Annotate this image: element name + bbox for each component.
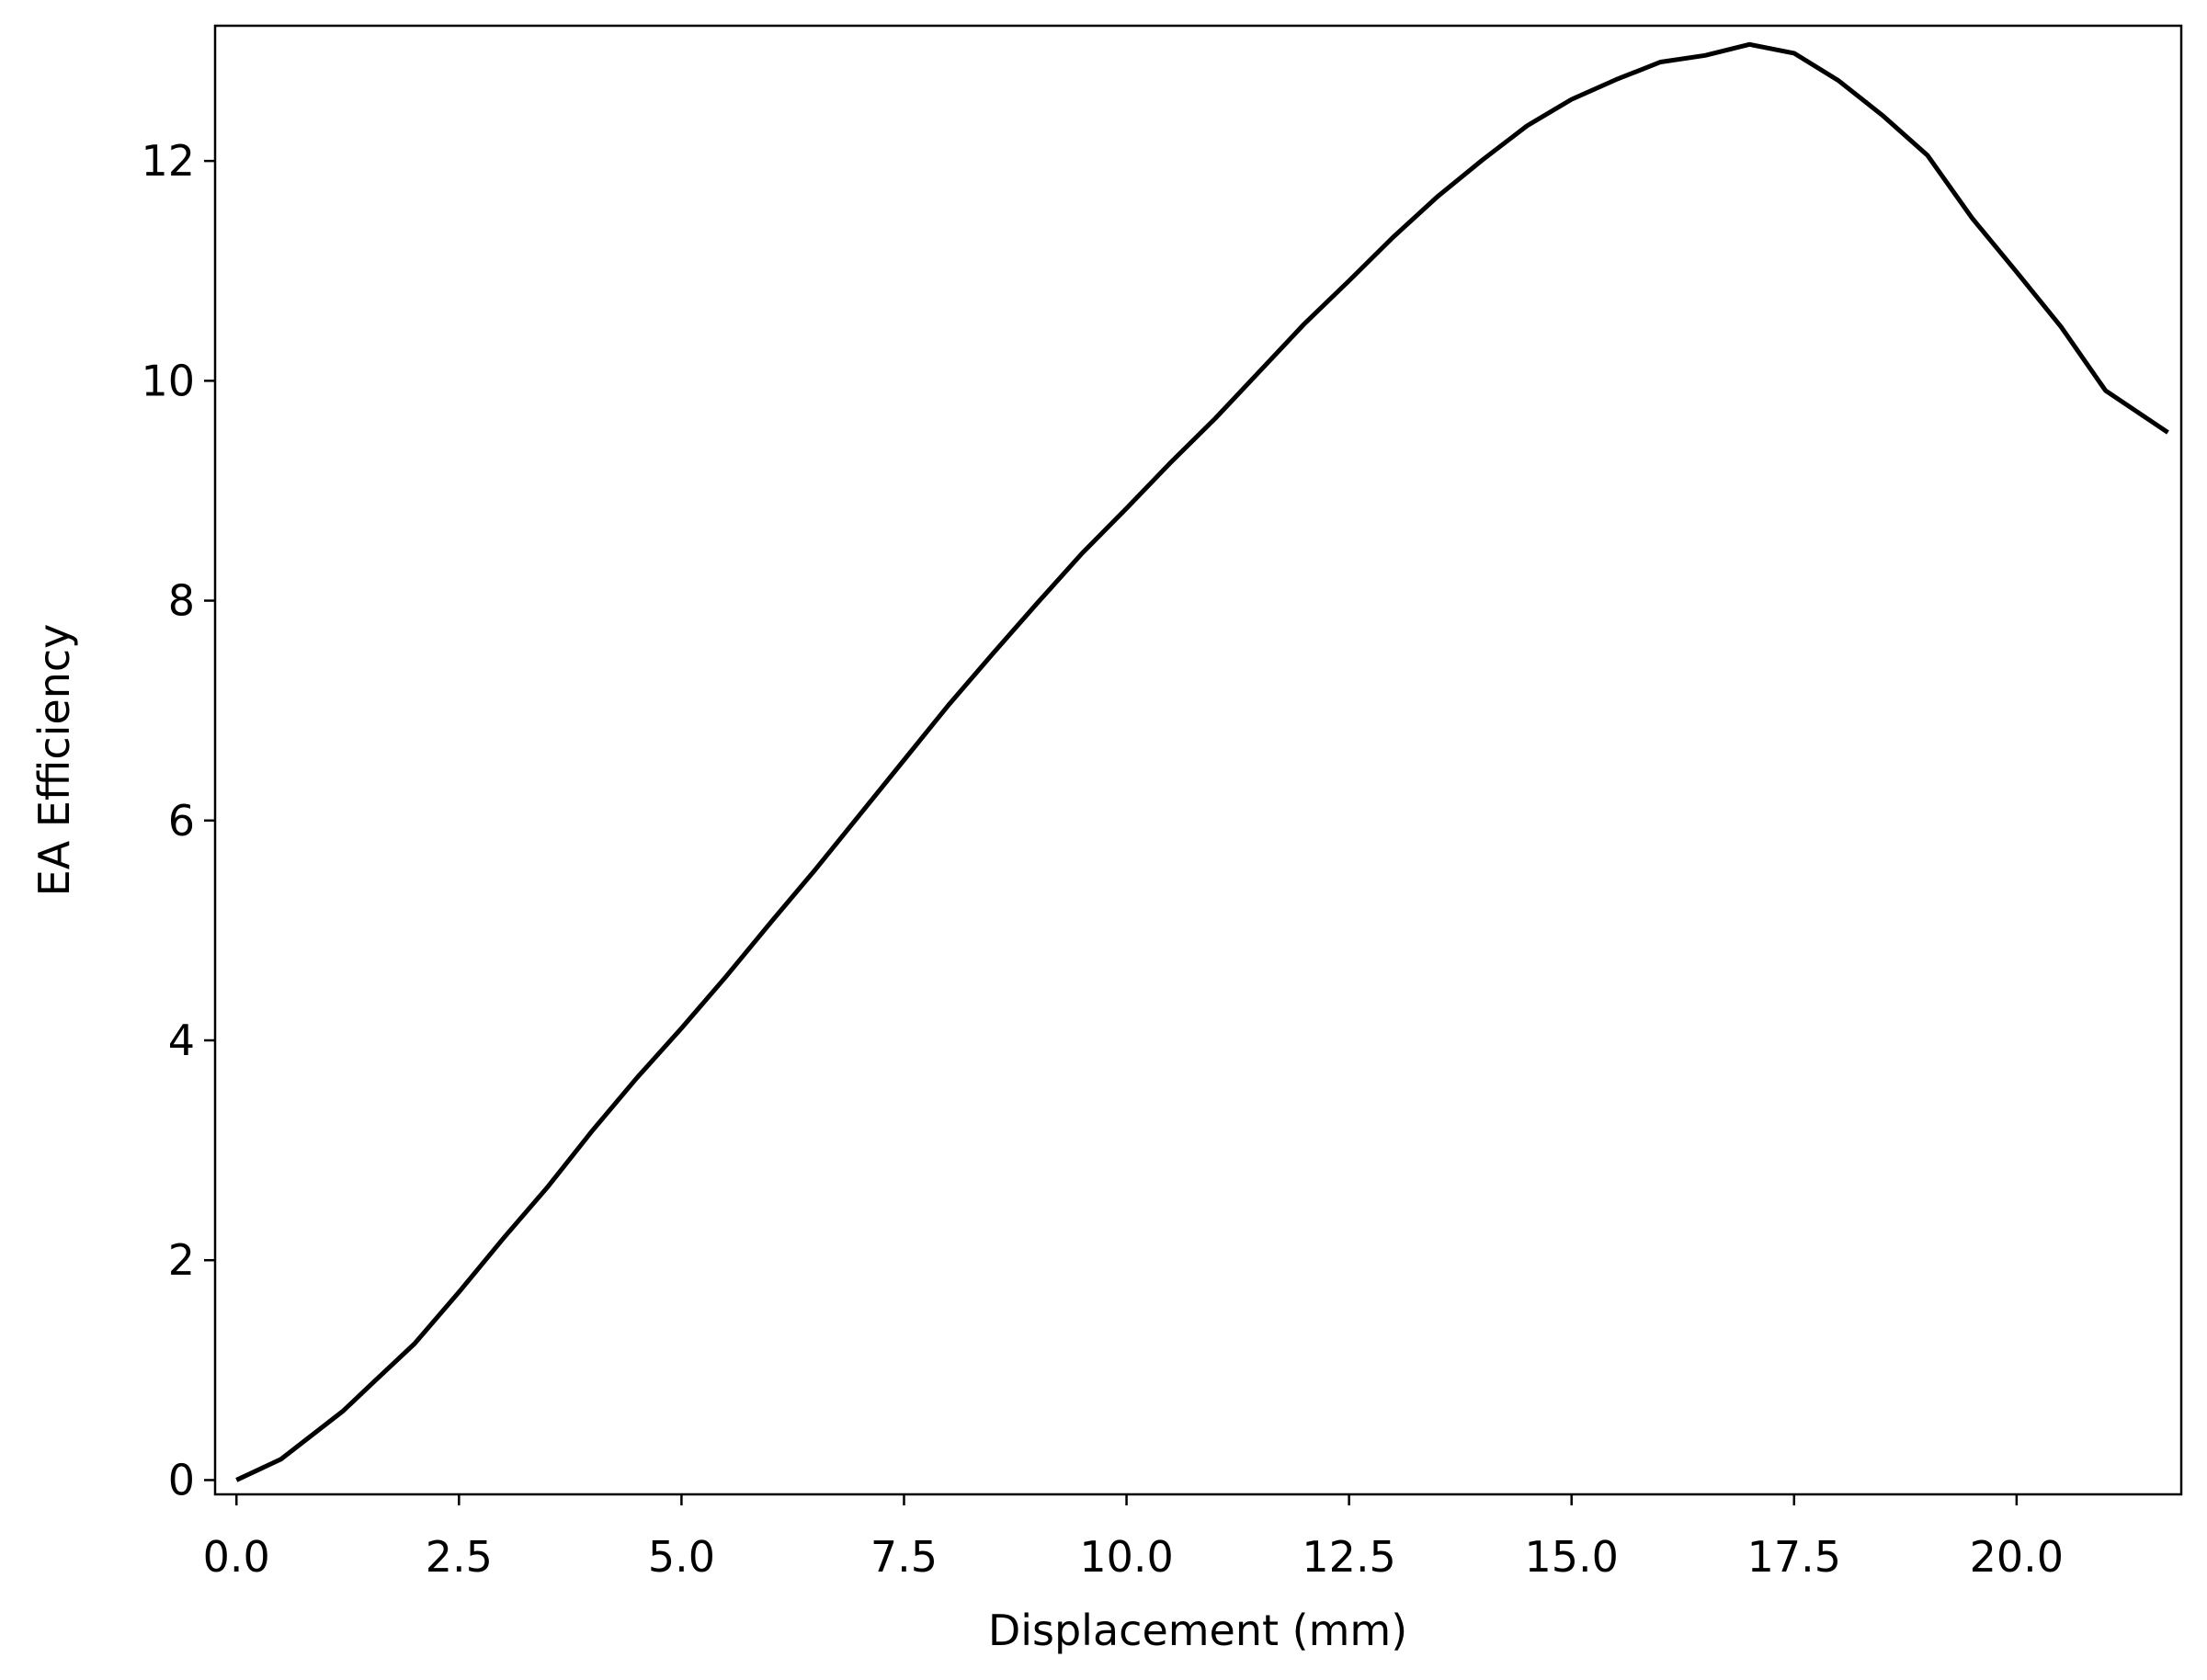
x-tick-label: 20.0 xyxy=(1970,1532,2064,1582)
y-tick-label: 12 xyxy=(141,136,195,186)
plot-frame xyxy=(213,24,2183,1496)
x-tick-label: 12.5 xyxy=(1302,1532,1395,1582)
y-axis-label: EA Efficiency xyxy=(29,624,79,897)
x-axis-label: Displacement (mm) xyxy=(988,1606,1407,1655)
x-tick-label: 5.0 xyxy=(648,1532,715,1582)
y-tick-label: 6 xyxy=(168,796,195,846)
y-tick-label: 4 xyxy=(168,1016,195,1065)
x-tick-label: 10.0 xyxy=(1079,1532,1173,1582)
line-series xyxy=(235,41,2169,1482)
x-tick-label: 2.5 xyxy=(426,1532,493,1582)
y-tick-label: 8 xyxy=(168,576,195,626)
x-tick-label: 15.0 xyxy=(1524,1532,1618,1582)
y-tick-label: 2 xyxy=(168,1235,195,1285)
y-tick-label: 10 xyxy=(141,356,195,405)
x-tick-label: 7.5 xyxy=(870,1532,938,1582)
x-tick-label: 17.5 xyxy=(1747,1532,1841,1582)
y-tick-label: 0 xyxy=(168,1455,195,1504)
x-tick-label: 0.0 xyxy=(203,1532,270,1582)
